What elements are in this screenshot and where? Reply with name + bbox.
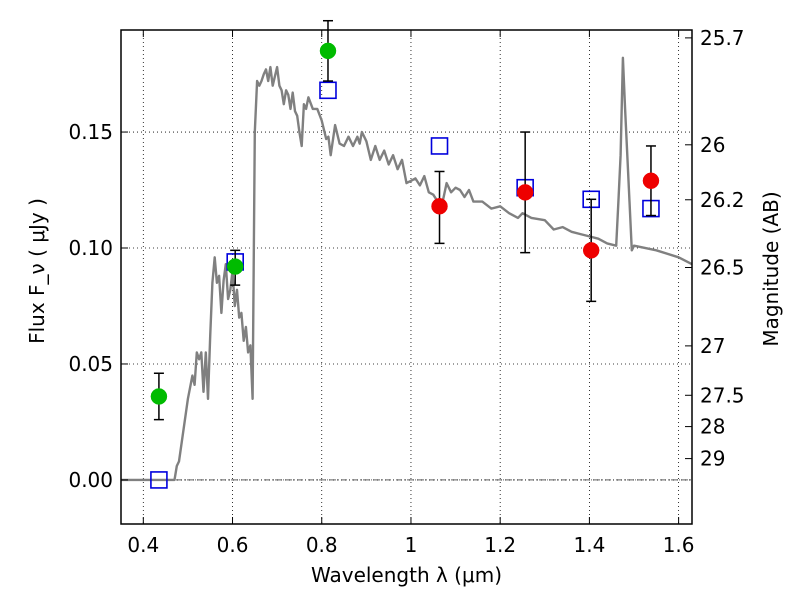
y-right-tick-label: 27.5: [700, 383, 745, 407]
grid: [121, 30, 692, 524]
y-axis-left: 0.00 0.05 0.10 0.15: [68, 120, 128, 492]
model-photometry-square: [430, 137, 449, 155]
y-right-tick-label: 26: [700, 133, 725, 157]
y-tick-label: 0.00: [68, 468, 113, 492]
plot-frame: [120, 29, 693, 525]
y-tick-label: 0.15: [68, 120, 113, 144]
observed-data-point: [319, 42, 337, 60]
y-right-tick-label: 27: [700, 334, 725, 358]
x-tick-label: 0.4: [127, 533, 159, 557]
x-tick-label: 0.6: [217, 533, 249, 557]
y-axis-label: Flux F_ν ( μJy ): [25, 198, 49, 344]
model-spectrum-line: [121, 56, 693, 482]
observed-data-point: [431, 198, 448, 215]
x-tick-label: 1.2: [484, 533, 516, 557]
observed-data-point: [642, 172, 660, 190]
model-photometry-square: [319, 81, 337, 100]
plot-area: [121, 19, 693, 489]
x-tick-label: 1: [405, 533, 418, 557]
observed-data-point: [226, 258, 244, 275]
y-tick-label: 0.10: [68, 236, 113, 260]
model-photometry-square: [150, 471, 168, 489]
x-tick-label: 1.4: [573, 533, 605, 557]
x-tick-label: 0.8: [306, 533, 338, 557]
y-tick-label: 0.05: [68, 352, 113, 376]
y-axis-right-label: Magnitude (AB): [759, 191, 783, 346]
y-right-tick-label: 26.2: [700, 188, 745, 212]
x-tick-label: 1.6: [663, 533, 695, 557]
y-axis-right: 25.7 26 26.2 26.5 27 27.5 28 29: [685, 26, 745, 471]
x-axis: 0.4 0.6 0.8 1 1.2 1.4 1.6: [127, 30, 695, 557]
observed-data-point: [516, 184, 534, 201]
y-right-tick-label: 28: [700, 415, 725, 439]
x-axis-label: Wavelength λ (μm): [311, 563, 502, 587]
y-right-tick-label: 25.7: [700, 26, 745, 50]
y-right-tick-label: 26.5: [700, 255, 745, 279]
observed-data-point: [150, 388, 168, 405]
y-right-tick-label: 29: [700, 447, 725, 471]
observed-data-point: [582, 242, 600, 259]
